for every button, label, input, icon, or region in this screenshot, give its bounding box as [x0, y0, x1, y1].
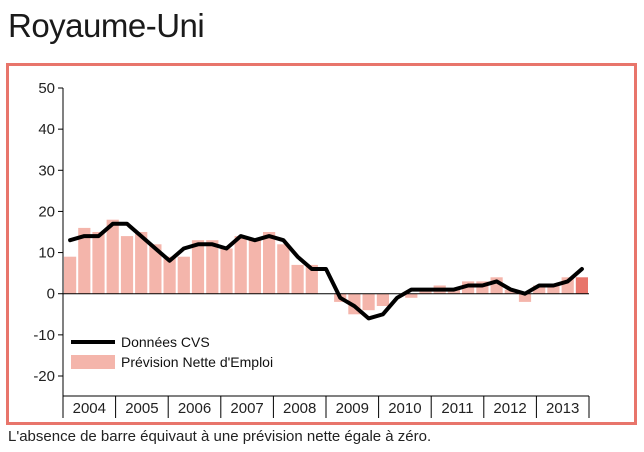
y-tick-label: -20	[33, 368, 55, 385]
bar	[64, 256, 77, 294]
bar	[277, 244, 290, 294]
bar	[234, 236, 247, 294]
y-tick-label: 0	[47, 286, 55, 303]
bar	[191, 240, 205, 294]
chart-frame: -20 -10 0 10 20 30 40 50 2004 2005 2006 2007 2008 200…	[6, 63, 637, 425]
bar	[405, 293, 418, 298]
bar	[376, 293, 389, 306]
bar	[575, 277, 588, 294]
bar	[135, 232, 148, 294]
bar	[291, 264, 304, 294]
bar	[92, 232, 105, 294]
y-tick-label: -10	[33, 327, 55, 344]
y-tick-label: 30	[38, 162, 55, 179]
bar	[78, 227, 91, 294]
x-tick-label: 2010	[388, 400, 421, 417]
x-tick-label: 2005	[125, 400, 158, 417]
legend-label: Données CVS	[121, 334, 210, 350]
x-tick-label: 2004	[73, 400, 106, 417]
x-tick-label: 2013	[546, 400, 579, 417]
y-tick-label: 20	[38, 203, 55, 220]
y-tick-label: 10	[38, 245, 55, 262]
bar	[362, 293, 375, 311]
bar	[149, 244, 162, 294]
line-series	[68, 221, 584, 321]
bar	[177, 256, 190, 294]
x-tick-label: 2006	[178, 400, 211, 417]
bar	[220, 248, 233, 294]
y-tick-label: 50	[38, 80, 55, 97]
x-tick-label: 2011	[441, 400, 473, 417]
bar	[120, 236, 134, 294]
bar	[263, 232, 276, 294]
x-tick-label: 2007	[230, 400, 263, 417]
bar	[206, 240, 219, 294]
bar	[518, 293, 532, 302]
bar	[163, 256, 176, 294]
page-title: Royaume-Uni	[8, 7, 205, 44]
bar	[106, 219, 119, 294]
x-tick-label: 2009	[336, 400, 369, 417]
bar	[419, 289, 432, 294]
x-tick-label: 2008	[283, 400, 316, 417]
chart-plot: -20 -10 0 10 20 30 40 50 2004 2005 2006 2007 2008 200…	[33, 80, 590, 418]
bar	[533, 285, 546, 294]
bar	[447, 289, 460, 294]
x-tick-label: 2012	[493, 400, 526, 417]
footnote: L'absence de barre équivaut à une prévis…	[8, 428, 432, 445]
y-tick-label: 40	[38, 121, 55, 138]
bar	[547, 285, 560, 294]
legend-swatch-bar	[71, 355, 115, 369]
legend-label: Prévision Nette d'Emploi	[121, 354, 273, 370]
bar	[305, 264, 318, 294]
bar	[248, 240, 261, 294]
